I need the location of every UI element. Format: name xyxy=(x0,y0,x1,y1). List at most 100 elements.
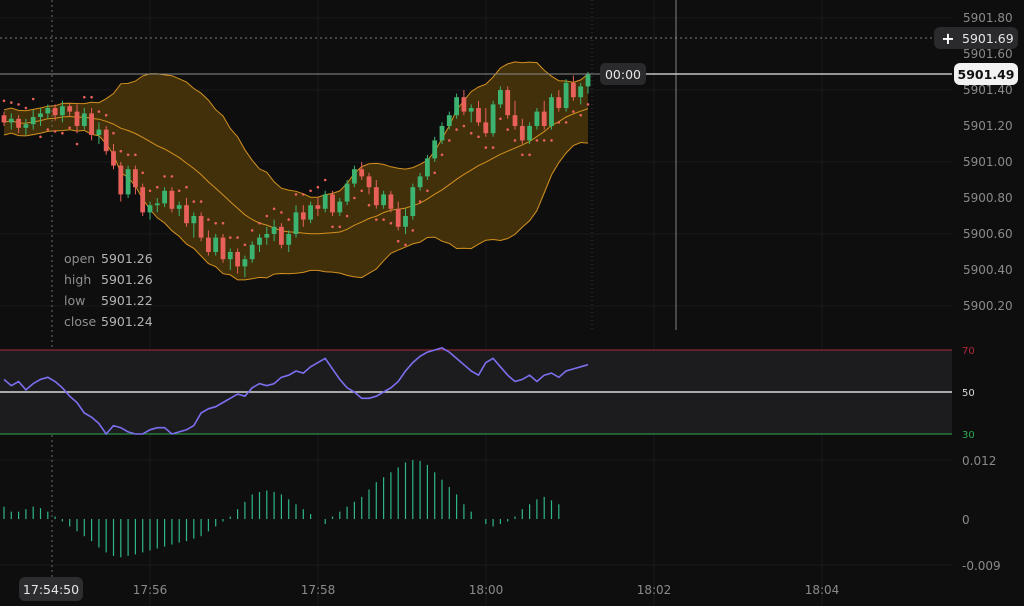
psar-dot xyxy=(491,146,495,149)
psar-dot xyxy=(448,139,451,142)
psar-dot xyxy=(418,200,422,203)
psar-dot xyxy=(163,175,166,178)
psar-dot xyxy=(192,200,196,203)
psar-dot xyxy=(207,218,210,221)
psar-dot xyxy=(564,121,568,124)
candle xyxy=(571,82,576,98)
psar-dot xyxy=(258,221,261,225)
candle xyxy=(373,187,379,206)
bollinger-band-fill xyxy=(4,61,588,280)
ohlc-open-value: 5901.26 xyxy=(101,251,153,266)
candle xyxy=(52,108,58,116)
candle xyxy=(330,194,335,213)
candle xyxy=(505,90,511,116)
psar-dot xyxy=(440,153,444,157)
time-axis[interactable]: 17:56 17:58 18:00 18:02 18:04 xyxy=(133,583,840,597)
candle xyxy=(308,205,313,220)
candle xyxy=(381,194,386,206)
candle xyxy=(556,97,562,108)
candle xyxy=(534,111,540,126)
candle xyxy=(191,216,197,224)
psar-dot xyxy=(68,126,71,130)
candle xyxy=(585,73,591,87)
price-axis-tick: 5900.20 xyxy=(963,299,1013,313)
psar-dot xyxy=(104,113,108,117)
candle xyxy=(498,90,503,105)
psar-dot xyxy=(338,225,342,229)
psar-dot xyxy=(506,128,510,131)
candle xyxy=(395,208,401,227)
psar-dot xyxy=(31,97,35,101)
candle xyxy=(89,113,94,135)
psar-dot xyxy=(477,135,480,139)
candle xyxy=(337,201,343,213)
candle xyxy=(8,118,14,123)
candle xyxy=(169,190,175,209)
psar-dot xyxy=(302,193,305,196)
ohlc-open-row: open 5901.26 xyxy=(64,248,153,269)
candle xyxy=(286,234,292,245)
psar-dot xyxy=(535,139,539,142)
psar-dot xyxy=(367,203,371,207)
psar-dot xyxy=(134,153,137,157)
candle xyxy=(293,212,299,234)
ohlc-low-label: low xyxy=(64,293,86,308)
macd-tick-zero: 0 xyxy=(962,513,970,527)
psar-dot xyxy=(75,142,79,146)
psar-dot xyxy=(382,218,385,221)
rsi-level-70-label: 70 xyxy=(962,346,975,357)
psar-dot xyxy=(528,153,531,157)
psar-dot xyxy=(2,99,6,103)
psar-dot xyxy=(250,229,254,232)
rsi-level-30-label: 30 xyxy=(962,430,975,441)
candle xyxy=(147,205,153,213)
candle xyxy=(96,129,102,135)
plus-icon[interactable]: + xyxy=(941,28,955,48)
candles xyxy=(1,72,591,278)
candle xyxy=(279,226,284,245)
candle xyxy=(578,86,584,98)
crosshair-price-badge[interactable]: + 5901.69 xyxy=(934,27,1018,49)
candle xyxy=(81,113,87,126)
psar-dot xyxy=(579,113,582,117)
candle xyxy=(264,234,270,238)
bollinger-upper-line xyxy=(3,61,589,198)
candle xyxy=(300,212,306,220)
ohlc-close-value: 5901.24 xyxy=(101,314,153,329)
candle xyxy=(111,151,116,166)
candle xyxy=(154,203,160,206)
psar-dot xyxy=(396,239,400,243)
psar-dot xyxy=(360,189,364,193)
bollinger-lower-line xyxy=(3,129,589,281)
candle xyxy=(454,97,459,116)
psar-dot xyxy=(280,211,283,214)
macd-panel[interactable]: 0.012 0 -0.009 xyxy=(3,454,1001,573)
macd-tick-bottom: -0.009 xyxy=(962,559,1001,573)
candle xyxy=(403,216,408,227)
candle xyxy=(213,237,219,252)
time-tick: 18:02 xyxy=(637,583,672,597)
rsi-line xyxy=(3,347,589,436)
candle xyxy=(468,108,474,112)
rsi-panel[interactable]: 70 50 30 xyxy=(0,346,975,441)
psar-dot xyxy=(404,243,407,247)
candle xyxy=(140,187,146,213)
parabolic-sar xyxy=(2,95,590,247)
psar-dot xyxy=(156,185,159,189)
psar-dot xyxy=(294,193,298,196)
psar-dot xyxy=(53,130,57,133)
candle xyxy=(519,126,525,141)
ohlc-high-row: high 5901.26 xyxy=(64,269,153,290)
price-panel[interactable] xyxy=(1,61,591,281)
psar-dot xyxy=(550,139,553,142)
crosshair-price-value: 5901.69 xyxy=(962,30,1014,46)
psar-dot xyxy=(214,221,217,225)
ohlc-legend: open 5901.26 high 5901.26 low 5901.22 cl… xyxy=(64,248,153,332)
candle xyxy=(512,115,518,126)
candle xyxy=(16,118,21,128)
psar-dot xyxy=(199,200,203,203)
psar-dot xyxy=(236,236,239,239)
psar-dot xyxy=(389,221,393,225)
price-axis[interactable]: 5901.80 5901.60 5901.40 5901.20 5901.00 5900.… xyxy=(963,11,1013,313)
